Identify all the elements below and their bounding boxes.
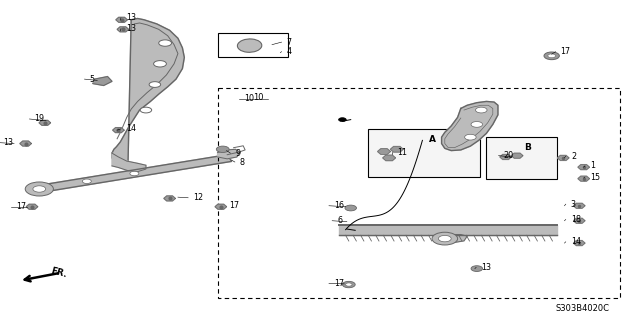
Polygon shape <box>116 17 127 22</box>
Polygon shape <box>117 27 129 32</box>
Text: S303B4020C: S303B4020C <box>556 304 609 313</box>
Polygon shape <box>383 155 396 161</box>
Circle shape <box>476 107 487 113</box>
Polygon shape <box>37 155 232 192</box>
Polygon shape <box>378 149 390 154</box>
Circle shape <box>548 54 556 58</box>
Polygon shape <box>557 155 569 160</box>
Circle shape <box>83 179 92 183</box>
Polygon shape <box>573 218 585 223</box>
Text: 7: 7 <box>287 38 292 47</box>
Polygon shape <box>26 204 38 209</box>
Text: 6: 6 <box>337 216 342 225</box>
Text: FR.: FR. <box>50 266 68 279</box>
Text: 17: 17 <box>229 201 239 210</box>
Circle shape <box>159 40 172 46</box>
Circle shape <box>25 182 53 196</box>
Polygon shape <box>435 234 467 242</box>
Text: 13: 13 <box>126 24 136 33</box>
Text: 1: 1 <box>590 161 595 170</box>
Text: A: A <box>429 135 435 144</box>
Circle shape <box>438 235 451 242</box>
Text: 15: 15 <box>590 173 600 182</box>
Text: 4: 4 <box>287 47 292 56</box>
Text: 18: 18 <box>571 215 581 224</box>
Polygon shape <box>339 225 557 235</box>
Polygon shape <box>573 203 585 208</box>
FancyBboxPatch shape <box>368 129 480 177</box>
Polygon shape <box>215 204 227 209</box>
Text: 10: 10 <box>253 93 263 102</box>
Circle shape <box>149 82 161 87</box>
Text: 17: 17 <box>561 47 571 56</box>
Circle shape <box>465 134 476 140</box>
Text: 3: 3 <box>571 200 576 209</box>
Text: 9: 9 <box>236 149 241 158</box>
Circle shape <box>471 266 483 271</box>
Text: 8: 8 <box>240 158 245 167</box>
Polygon shape <box>93 77 112 85</box>
Polygon shape <box>112 153 146 172</box>
Text: 16: 16 <box>334 201 344 210</box>
FancyBboxPatch shape <box>486 137 557 179</box>
Text: 11: 11 <box>397 148 407 157</box>
Text: 13: 13 <box>126 13 136 22</box>
Circle shape <box>342 281 355 288</box>
Circle shape <box>544 52 559 60</box>
Circle shape <box>432 232 458 245</box>
Circle shape <box>216 146 229 152</box>
Polygon shape <box>390 146 403 152</box>
Circle shape <box>339 118 346 122</box>
Polygon shape <box>573 241 585 246</box>
Text: 13: 13 <box>481 263 492 272</box>
Polygon shape <box>442 101 498 151</box>
Polygon shape <box>112 19 184 163</box>
Polygon shape <box>218 149 240 159</box>
Text: 17: 17 <box>334 279 344 288</box>
Polygon shape <box>578 176 589 181</box>
Circle shape <box>471 122 483 127</box>
Circle shape <box>345 205 356 211</box>
Text: 2: 2 <box>571 152 576 161</box>
Text: 13: 13 <box>3 138 13 147</box>
Text: 17: 17 <box>16 202 26 211</box>
FancyBboxPatch shape <box>218 33 288 57</box>
Polygon shape <box>39 120 51 125</box>
Polygon shape <box>578 165 589 170</box>
Ellipse shape <box>237 39 262 52</box>
Circle shape <box>130 171 139 176</box>
Circle shape <box>154 61 166 67</box>
Polygon shape <box>113 128 124 133</box>
Text: B: B <box>525 143 531 152</box>
Polygon shape <box>20 141 31 146</box>
Text: 20: 20 <box>504 151 514 160</box>
Circle shape <box>346 283 352 286</box>
Text: 5: 5 <box>90 75 95 84</box>
Circle shape <box>33 186 45 192</box>
Polygon shape <box>511 153 523 158</box>
Text: 12: 12 <box>193 193 204 202</box>
Text: 14: 14 <box>571 237 581 246</box>
Polygon shape <box>164 196 175 201</box>
Circle shape <box>140 107 152 113</box>
Text: 19: 19 <box>35 115 45 123</box>
Polygon shape <box>500 154 511 160</box>
Text: 10: 10 <box>244 94 255 103</box>
Text: 14: 14 <box>126 124 136 133</box>
